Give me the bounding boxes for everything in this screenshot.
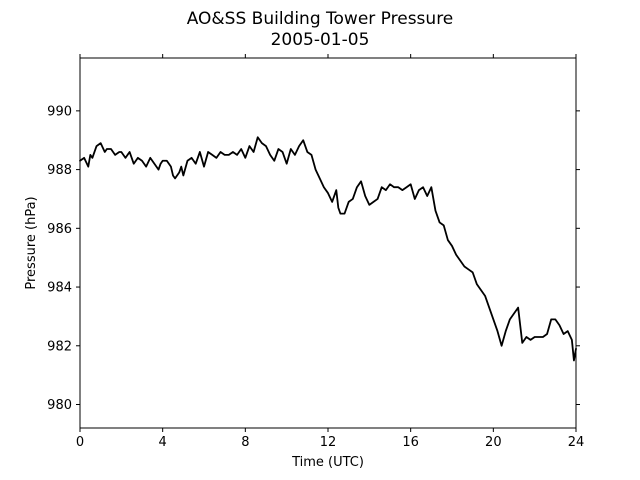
x-tick-label: 12 xyxy=(320,435,337,450)
x-tick-label: 16 xyxy=(402,435,419,450)
axis-ticks: 0 4 8 12 16 20 24 980 982 984 986 988 990 xyxy=(47,54,584,450)
chart-subtitle: 2005-01-05 xyxy=(271,30,370,50)
x-tick-label: 8 xyxy=(241,435,249,450)
x-tick-label: 20 xyxy=(485,435,502,450)
x-tick-label: 0 xyxy=(76,435,84,450)
y-tick-label: 986 xyxy=(47,222,72,237)
y-axis-label: Pressure (hPa) xyxy=(24,196,39,289)
x-axis-label: Time (UTC) xyxy=(291,455,364,470)
y-tick-label: 990 xyxy=(47,104,72,119)
x-tick-label: 4 xyxy=(159,435,167,450)
plot-series xyxy=(79,136,577,362)
chart-title: AO&SS Building Tower Pressure xyxy=(187,9,454,29)
y-tick-label: 984 xyxy=(47,281,72,296)
plot-frame xyxy=(79,57,577,429)
y-tick-label: 982 xyxy=(47,339,72,354)
y-tick-label: 988 xyxy=(47,163,72,178)
pressure-series-line xyxy=(79,136,577,362)
x-tick-label: 24 xyxy=(568,435,585,450)
y-tick-label: 980 xyxy=(47,398,72,413)
